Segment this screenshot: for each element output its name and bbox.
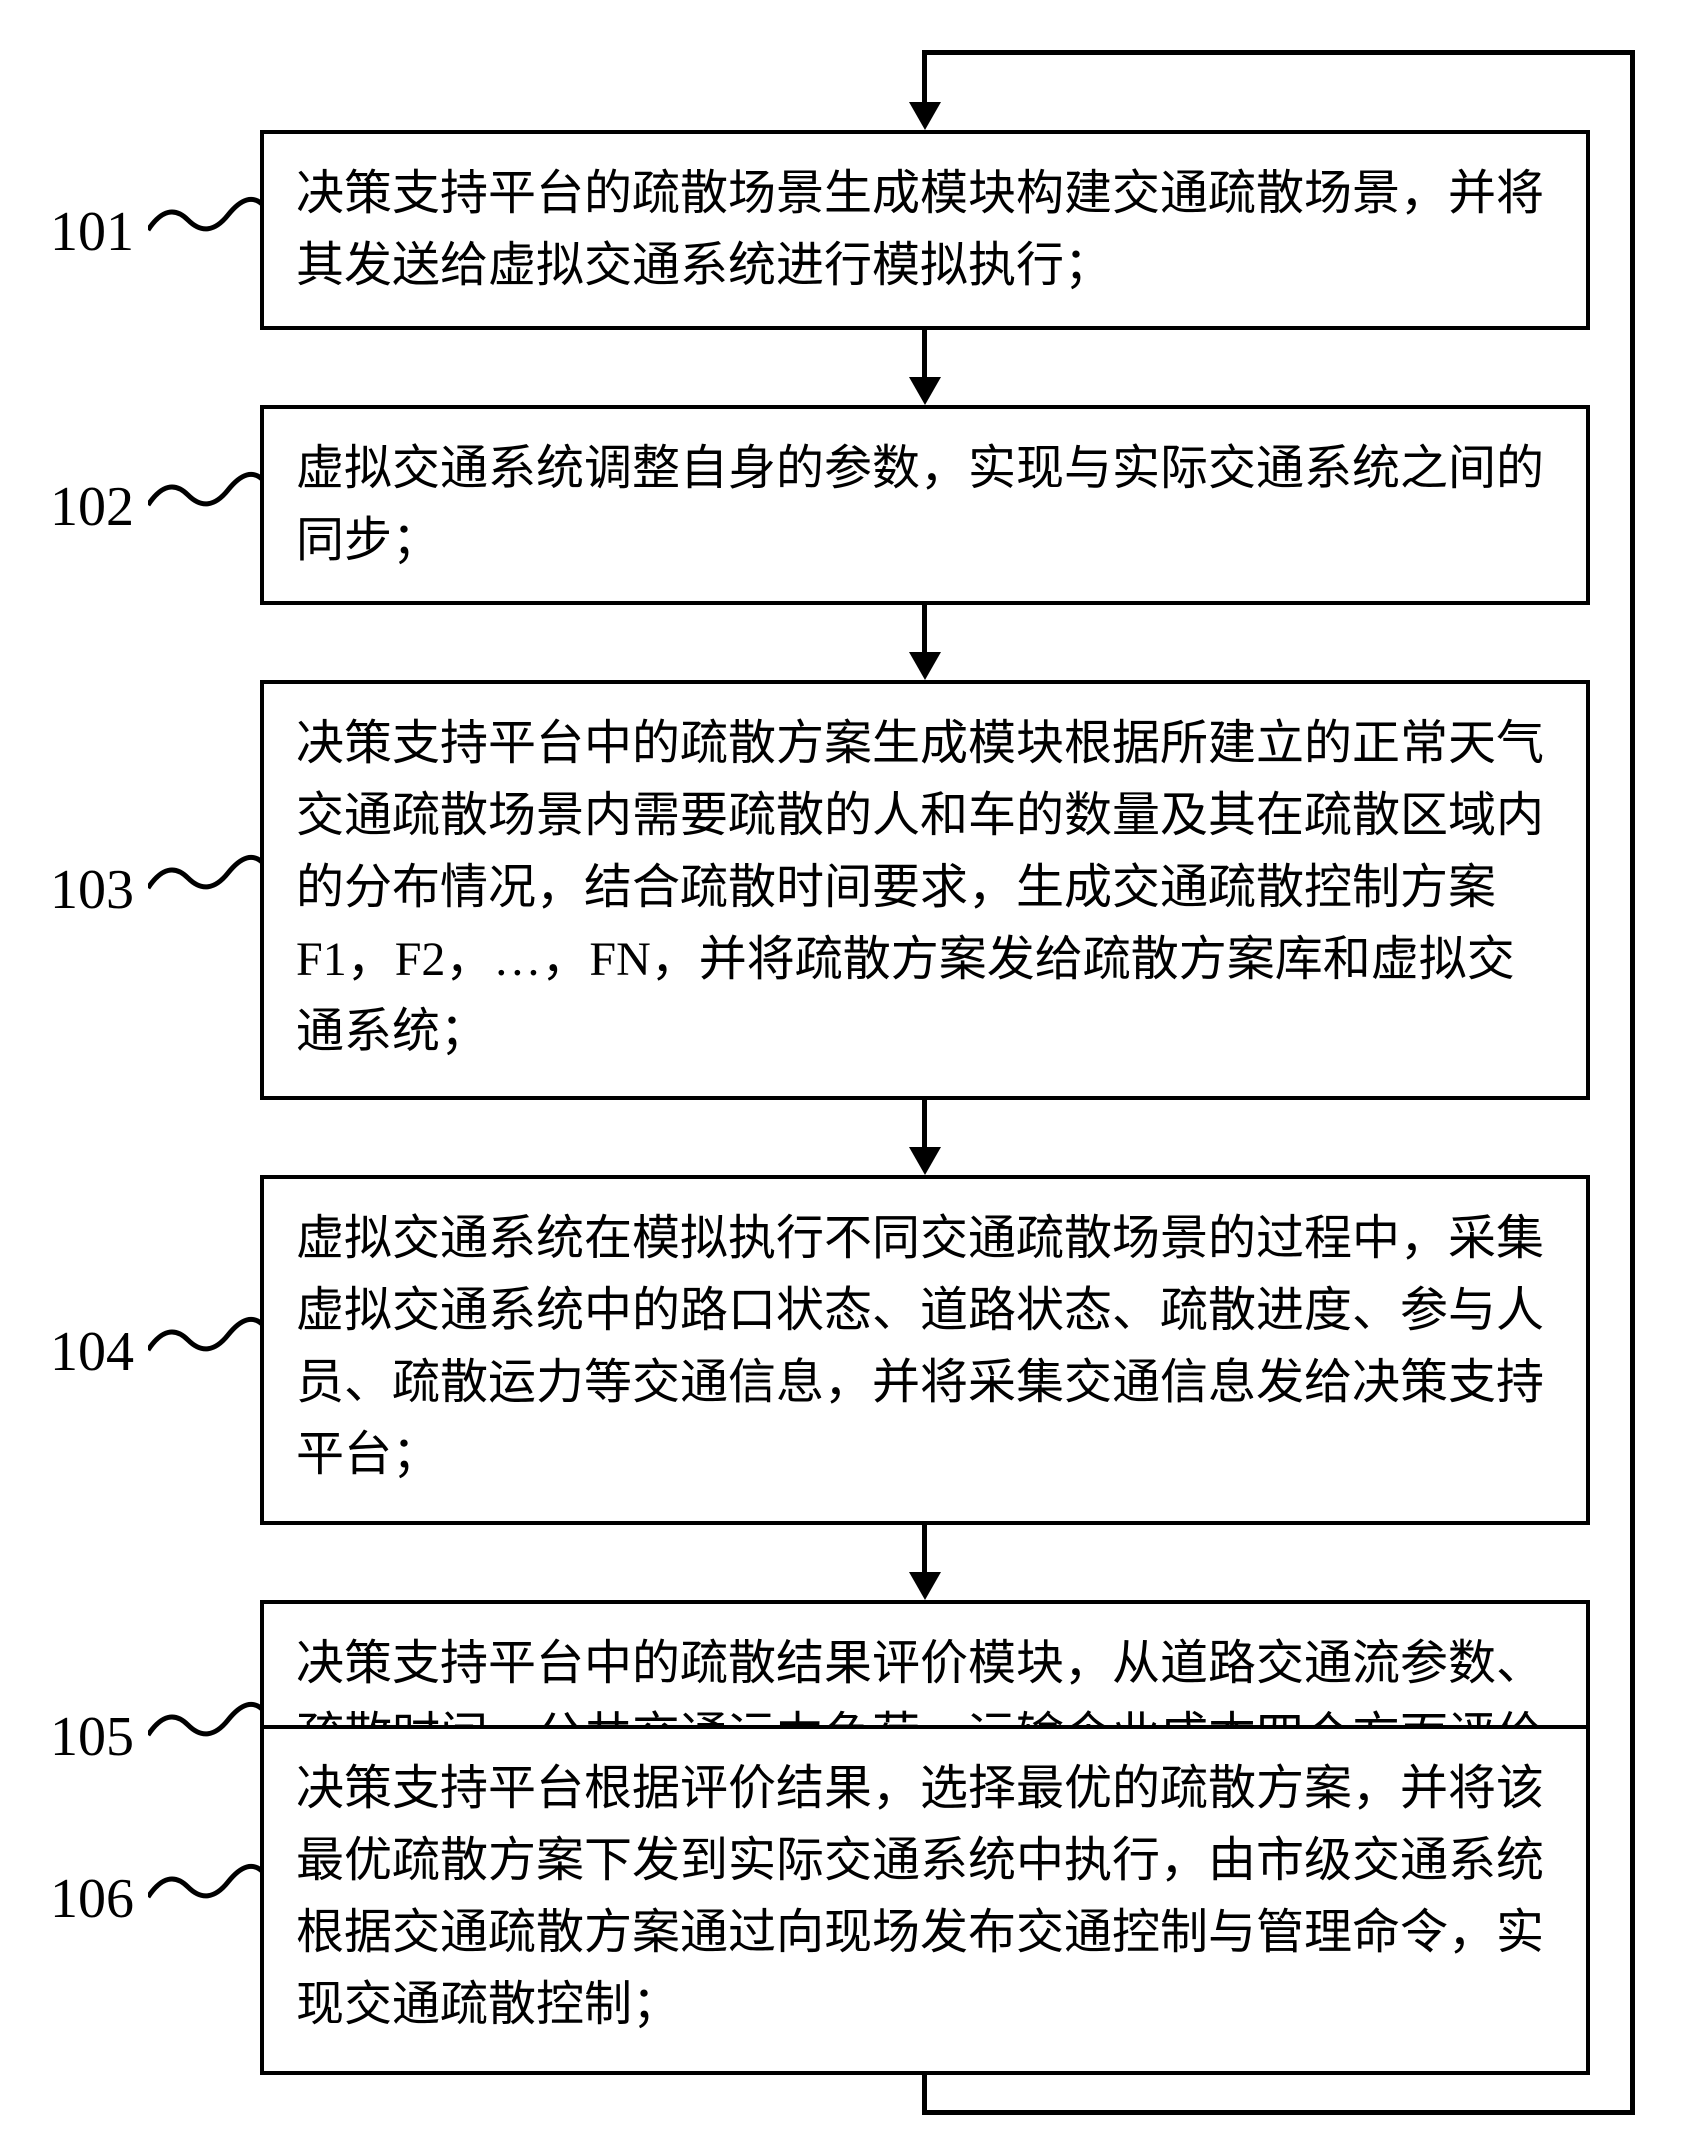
wavy-connector-106	[148, 1857, 263, 1917]
wavy-connector-104	[148, 1310, 263, 1370]
step-text-106: 决策支持平台根据评价结果，选择最优的疏散方案，并将该最优疏散方案下发到实际交通系…	[296, 1762, 1544, 2031]
arrowhead-to-101	[909, 102, 941, 130]
arrowhead-101-to-102	[909, 377, 941, 405]
feedback-left	[925, 50, 1635, 55]
arrow-102-to-103	[922, 605, 927, 652]
feedback-up	[1630, 50, 1635, 2115]
arrowhead-104-to-105	[909, 1572, 941, 1600]
step-label-106: 106	[50, 1867, 134, 1931]
arrow-103-to-104	[922, 1100, 927, 1147]
flowchart-container: 决策支持平台的疏散场景生成模块构建交通疏散场景，并将其发送给虚拟交通系统进行模拟…	[0, 0, 1704, 2131]
flowchart-step-103: 决策支持平台中的疏散方案生成模块根据所建立的正常天气交通疏散场景内需要疏散的人和…	[260, 680, 1590, 1100]
arrow-101-to-102	[922, 330, 927, 377]
feedback-right	[922, 2110, 1635, 2115]
step-label-102: 102	[50, 475, 134, 539]
flowchart-step-104: 虚拟交通系统在模拟执行不同交通疏散场景的过程中，采集虚拟交通系统中的路口状态、道…	[260, 1175, 1590, 1525]
wavy-connector-103	[148, 848, 263, 908]
arrowhead-103-to-104	[909, 1147, 941, 1175]
step-label-105: 105	[50, 1705, 134, 1769]
step-text-102: 虚拟交通系统调整自身的参数，实现与实际交通系统之间的同步；	[296, 442, 1544, 567]
step-text-103: 决策支持平台中的疏散方案生成模块根据所建立的正常天气交通疏散场景内需要疏散的人和…	[296, 717, 1544, 1058]
feedback-down	[922, 2075, 927, 2115]
step-text-101: 决策支持平台的疏散场景生成模块构建交通疏散场景，并将其发送给虚拟交通系统进行模拟…	[296, 167, 1544, 292]
step-label-104: 104	[50, 1320, 134, 1384]
arrow-104-to-105	[922, 1525, 927, 1572]
flowchart-step-106: 决策支持平台根据评价结果，选择最优的疏散方案，并将该最优疏散方案下发到实际交通系…	[260, 1725, 1590, 2075]
step-label-101: 101	[50, 200, 134, 264]
step-label-103: 103	[50, 858, 134, 922]
wavy-connector-101	[148, 190, 263, 250]
arrow-to-101	[922, 50, 927, 102]
step-text-104: 虚拟交通系统在模拟执行不同交通疏散场景的过程中，采集虚拟交通系统中的路口状态、道…	[296, 1212, 1544, 1481]
flowchart-step-101: 决策支持平台的疏散场景生成模块构建交通疏散场景，并将其发送给虚拟交通系统进行模拟…	[260, 130, 1590, 330]
wavy-connector-102	[148, 465, 263, 525]
arrowhead-102-to-103	[909, 652, 941, 680]
flowchart-step-102: 虚拟交通系统调整自身的参数，实现与实际交通系统之间的同步；	[260, 405, 1590, 605]
wavy-connector-105	[148, 1695, 263, 1755]
